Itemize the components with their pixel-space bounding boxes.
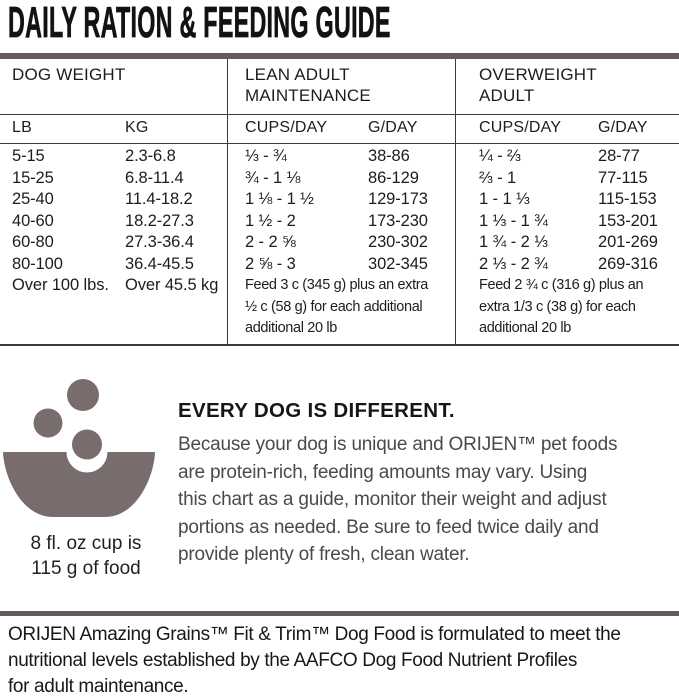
cell-g: 38-86 <box>368 147 410 165</box>
overweight-adult-column: ¼ - ⅔ 28-77 ⅔ - 1 77-115 1 - 1 ⅓ 115-153 1 … <box>479 146 677 340</box>
table-row: 1 ⅓ - 1 ¾ 153-201 <box>479 211 677 233</box>
cell-lb: 40-60 <box>12 211 54 230</box>
kibble-circle-small <box>33 408 63 438</box>
bottom-accent-bar <box>0 611 679 616</box>
cell-g: 77-115 <box>598 168 648 187</box>
cell-lb: 15-25 <box>12 168 54 187</box>
kibble-circle-in-bowl <box>72 429 102 460</box>
table-row: 1 ⅛ - 1 ½ 129-173 <box>245 189 452 211</box>
cell-kg: Over 45.5 kg <box>125 276 219 294</box>
column-divider-right <box>455 59 456 345</box>
table-row: 60-80 27.3-36.4 <box>12 232 224 254</box>
column-group-header-lean-adult: LEAN ADULT MAINTENANCE <box>245 65 371 105</box>
cell-cups: 2 ⅓ - 2 ¾ <box>479 254 548 273</box>
table-rule-under-headers <box>0 114 679 115</box>
cup-measure-caption: 8 fl. oz cup is 115 g of food <box>30 533 142 579</box>
table-row: ¾ - 1 ⅛ 86-129 <box>245 168 452 190</box>
column-group-header-overweight-adult: OVERWEIGHT ADULT <box>479 65 597 105</box>
subheader-lean-g-day: G/DAY <box>368 119 418 136</box>
table-row: 40-60 18.2-27.3 <box>12 211 224 233</box>
cell-cups: ⅓ - ¾ <box>245 147 287 165</box>
cell-g: 230-302 <box>368 233 428 251</box>
cell-g: 302-345 <box>368 254 428 273</box>
cell-kg: 27.3-36.4 <box>125 233 194 251</box>
table-row: 5-15 2.3-6.8 <box>12 146 224 168</box>
info-heading: EVERY DOG IS DIFFERENT. <box>178 399 455 422</box>
cell-cups: ¼ - ⅔ <box>479 147 521 165</box>
table-row: 25-40 11.4-18.2 <box>12 189 224 211</box>
cell-g: 269-316 <box>598 254 658 273</box>
table-row: 1 - 1 ⅓ 115-153 <box>479 189 677 211</box>
cell-cups: 1 ⅛ - 1 ½ <box>245 190 314 208</box>
cell-g: 129-173 <box>368 190 428 208</box>
lean-feed-note: Feed 3 c (345 g) plus an extra ½ c (58 g… <box>245 277 428 336</box>
cell-cups: 2 - 2 ⅝ <box>245 233 296 251</box>
table-row: ⅔ - 1 77-115 <box>479 168 677 190</box>
cell-g: 28-77 <box>598 147 640 165</box>
kibble-circle-large <box>67 379 99 411</box>
cell-cups: 1 ¾ - 2 ⅓ <box>479 233 548 251</box>
cell-cups: ¾ - 1 ⅛ <box>245 168 301 187</box>
dog-bowl-icon <box>3 379 155 517</box>
table-row: 80-100 36.4-45.5 <box>12 254 224 276</box>
page-title: DAILY RATION & FEEDING GUIDE <box>8 0 391 47</box>
table-row: 1 ½ - 2 173-230 <box>245 211 452 233</box>
subheader-lean-cups-day: CUPS/DAY <box>245 119 328 136</box>
table-row: 1 ¾ - 2 ⅓ 201-269 <box>479 232 677 254</box>
subheader-overweight-g-day: G/DAY <box>598 119 648 136</box>
column-divider-left <box>227 59 228 345</box>
cell-lb: 80-100 <box>12 254 63 273</box>
table-row: 2 - 2 ⅝ 230-302 <box>245 232 452 254</box>
cell-g: 201-269 <box>598 233 658 251</box>
cell-cups: 1 - 1 ⅓ <box>479 190 530 208</box>
subheader-overweight-cups-day: CUPS/DAY <box>479 119 562 136</box>
table-row: Over 100 lbs. Over 45.5 kg <box>12 275 224 297</box>
cell-kg: 18.2-27.3 <box>125 211 194 230</box>
cell-cups: 1 ½ - 2 <box>245 211 296 230</box>
table-row: ¼ - ⅔ 28-77 <box>479 146 677 168</box>
table-row: 2 ⅝ - 3 302-345 <box>245 254 452 276</box>
cell-g: 173-230 <box>368 211 428 230</box>
subheader-lb: LB <box>12 119 32 136</box>
table-row: 15-25 6.8-11.4 <box>12 168 224 190</box>
cell-kg: 36.4-45.5 <box>125 254 194 273</box>
table-rule-under-subheaders <box>0 143 679 144</box>
lean-adult-column: ⅓ - ¾ 38-86 ¾ - 1 ⅛ 86-129 1 ⅛ - 1 ½ 129-17… <box>245 146 452 340</box>
cell-lb: 60-80 <box>12 233 54 251</box>
cell-kg: 2.3-6.8 <box>125 147 176 165</box>
cell-cups: 2 ⅝ - 3 <box>245 254 296 273</box>
bowl-shape <box>3 452 155 517</box>
dog-weight-column: 5-15 2.3-6.8 15-25 6.8-11.4 25-40 11.4-18.2… <box>12 146 224 297</box>
cell-g: 115-153 <box>598 190 657 208</box>
cell-lb: Over 100 lbs. <box>12 276 109 294</box>
table-rule-bottom <box>0 344 679 346</box>
cell-lb: 25-40 <box>12 190 54 208</box>
cell-kg: 6.8-11.4 <box>125 168 184 187</box>
table-row: ⅓ - ¾ 38-86 <box>245 146 452 168</box>
cell-cups: 1 ⅓ - 1 ¾ <box>479 211 548 230</box>
cell-g: 86-129 <box>368 168 419 187</box>
cell-g: 153-201 <box>598 211 658 230</box>
table-row: 2 ⅓ - 2 ¾ 269-316 <box>479 254 677 276</box>
top-accent-bar <box>0 53 679 59</box>
column-group-header-dog-weight: DOG WEIGHT <box>12 65 126 84</box>
cell-cups: ⅔ - 1 <box>479 168 517 187</box>
subheader-kg: KG <box>125 119 149 136</box>
aafco-footnote: ORIJEN Amazing Grains™ Fit & Trim™ Dog F… <box>8 624 621 697</box>
cell-lb: 5-15 <box>12 147 45 165</box>
info-paragraph: Because your dog is unique and ORIJEN™ p… <box>178 434 618 566</box>
overweight-feed-note: Feed 2 ¾ c (316 g) plus an extra 1/3 c (… <box>479 277 644 336</box>
cell-kg: 11.4-18.2 <box>125 190 193 208</box>
